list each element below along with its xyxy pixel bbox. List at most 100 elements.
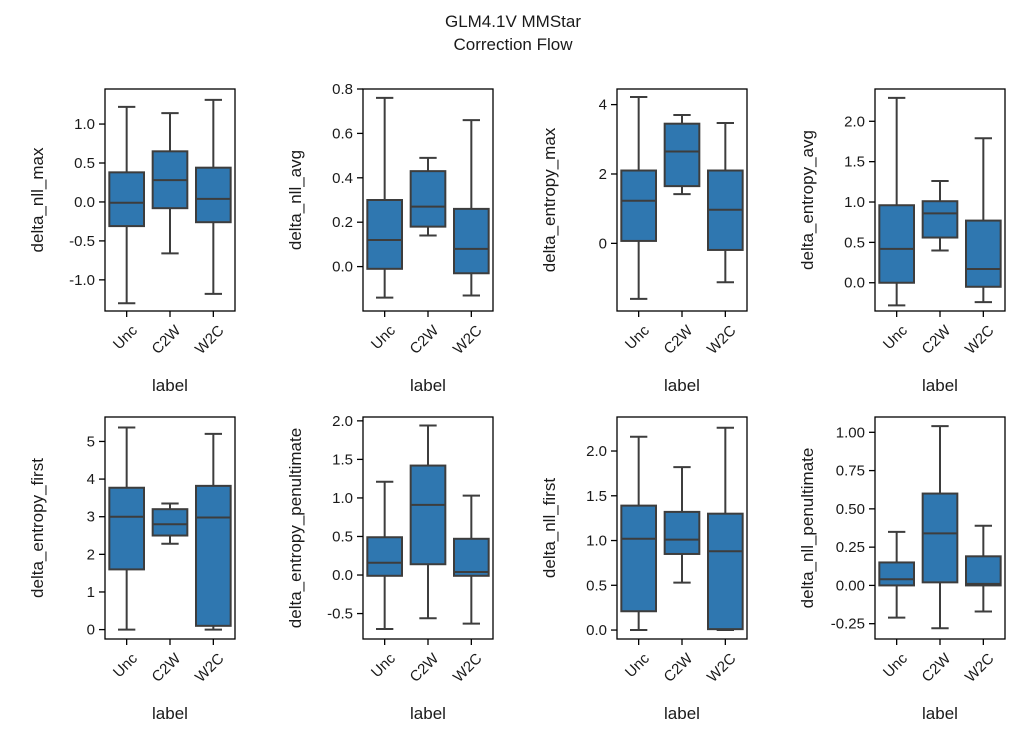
panel-5-ytick-label: 5	[87, 433, 95, 450]
panel-1-w2c-box	[195, 166, 232, 224]
panel-5-ylabel: delta_entropy_first	[28, 458, 47, 598]
panel-6-w2c-box	[453, 537, 490, 577]
panel-1-xlabel: label	[152, 376, 188, 395]
panel-6-xtick-label: C2W	[407, 650, 443, 686]
panel-7-xtick-label: C2W	[661, 650, 697, 686]
panel-2-ytick-label: 0.0	[332, 259, 353, 276]
panel-4-xtick-label: W2C	[962, 322, 998, 358]
panel-8-xlabel: label	[922, 704, 958, 723]
figure-title-line-2: Correction Flow	[453, 35, 573, 54]
panel-5-ytick-label: 0	[87, 622, 95, 639]
panel-8-ytick-label: 0.00	[836, 577, 865, 594]
panel-3-xtick-label: C2W	[661, 322, 697, 358]
panel-6-ytick-label: 1.5	[332, 451, 353, 468]
panel-4-w2c-box	[965, 219, 1002, 288]
panel-5-c2w-box	[151, 508, 189, 537]
panel-7-ytick-label: 0.5	[586, 577, 607, 594]
panel-5-xtick-label: Unc	[110, 650, 141, 681]
panel-7-c2w-box	[663, 510, 701, 555]
panel-7-xtick-label: Unc	[622, 650, 653, 681]
panel-3-ylabel: delta_entropy_max	[540, 127, 559, 272]
panel-3-c2w-box	[663, 122, 701, 188]
panel-8-xtick-label: Unc	[880, 650, 911, 681]
panel-1-ytick-label: 0.5	[74, 155, 95, 172]
panel-7-xlabel: label	[664, 704, 700, 723]
panel-6-ytick-label: 0.0	[332, 567, 353, 584]
panel-4-ytick-label: 0.0	[844, 275, 865, 292]
panel-4-ylabel: delta_entropy_avg	[798, 130, 817, 270]
panel-4-xtick-label: C2W	[919, 322, 955, 358]
panel-4-ytick-label: 2.0	[844, 113, 865, 130]
panel-3-xtick-label: W2C	[704, 322, 740, 358]
panel-4-c2w-box	[921, 200, 959, 239]
panel-4-ytick-label: 1.0	[844, 194, 865, 211]
panel-3-ytick-label: 4	[599, 97, 607, 114]
panel-8-ytick-label: 0.50	[836, 501, 865, 518]
panel-8-ytick-label: 0.75	[836, 463, 865, 480]
panel-2-ytick-label: 0.8	[332, 81, 353, 98]
panel-1-ytick-label: -1.0	[69, 272, 95, 289]
panel-3-unc-box	[620, 169, 657, 242]
panel-5-ytick-label: 3	[87, 509, 95, 526]
panel-8-ylabel: delta_nll_penultimate	[798, 448, 817, 609]
panel-2-w2c-box	[453, 207, 490, 275]
panel-8-ytick-label: 0.25	[836, 539, 865, 556]
panel-7-ytick-label: 1.5	[586, 488, 607, 505]
panel-6-ytick-label: -0.5	[327, 606, 353, 623]
panel-5-ytick-label: 4	[87, 471, 95, 488]
panel-1-ytick-label: -0.5	[69, 233, 95, 250]
panel-1-ytick-label: 1.0	[74, 116, 95, 133]
figure-title-line-1: GLM4.1V MMStar	[445, 12, 581, 31]
panel-8-ytick-label: -0.25	[831, 616, 865, 633]
panel-7-w2c-box	[707, 512, 744, 631]
panel-1-xtick-label: W2C	[192, 322, 228, 358]
panel-6-xlabel: label	[410, 704, 446, 723]
panel-2-xtick-label: C2W	[407, 322, 443, 358]
panel-8-xtick-label: C2W	[919, 650, 955, 686]
panel-1-ylabel: delta_nll_max	[28, 147, 47, 252]
panel-1-xtick-label: C2W	[149, 322, 185, 358]
panel-7-ytick-label: 1.0	[586, 533, 607, 550]
panel-4-ytick-label: 1.5	[844, 154, 865, 171]
panel-2-ytick-label: 0.4	[332, 170, 353, 187]
panel-3-xlabel: label	[664, 376, 700, 395]
panel-8-xtick-label: W2C	[962, 650, 998, 686]
panel-5-ytick-label: 2	[87, 546, 95, 563]
panel-1-ytick-label: 0.0	[74, 194, 95, 211]
panel-6-ytick-label: 1.0	[332, 490, 353, 507]
panel-6-unc-box	[366, 536, 404, 577]
panel-5-w2c-box	[195, 484, 232, 627]
panel-5-xtick-label: W2C	[192, 650, 228, 686]
panel-5-unc-box	[108, 486, 146, 571]
panel-3-xtick-label: Unc	[622, 322, 653, 353]
panel-6-xtick-label: W2C	[450, 650, 486, 686]
panel-2-xtick-label: Unc	[368, 322, 399, 353]
panel-7-xtick-label: W2C	[704, 650, 740, 686]
panel-5-ytick-label: 1	[87, 584, 95, 601]
panel-5-xlabel: label	[152, 704, 188, 723]
panel-4-xlabel: label	[922, 376, 958, 395]
panel-1-unc-box	[108, 171, 146, 228]
panel-2-xlabel: label	[410, 376, 446, 395]
panel-3-ytick-label: 0	[599, 235, 607, 252]
panel-6-c2w-box	[409, 464, 447, 566]
panel-2-ytick-label: 0.6	[332, 125, 353, 142]
panel-4-xtick-label: Unc	[880, 322, 911, 353]
panel-6-xtick-label: Unc	[368, 650, 399, 681]
panel-6-ytick-label: 2.0	[332, 413, 353, 430]
panel-4-ytick-label: 0.5	[844, 234, 865, 251]
panel-2-xtick-label: W2C	[450, 322, 486, 358]
panel-5-xtick-label: C2W	[149, 650, 185, 686]
panel-1-xtick-label: Unc	[110, 322, 141, 353]
panel-8-c2w-box	[921, 492, 959, 584]
panel-8-ytick-label: 1.00	[836, 424, 865, 441]
